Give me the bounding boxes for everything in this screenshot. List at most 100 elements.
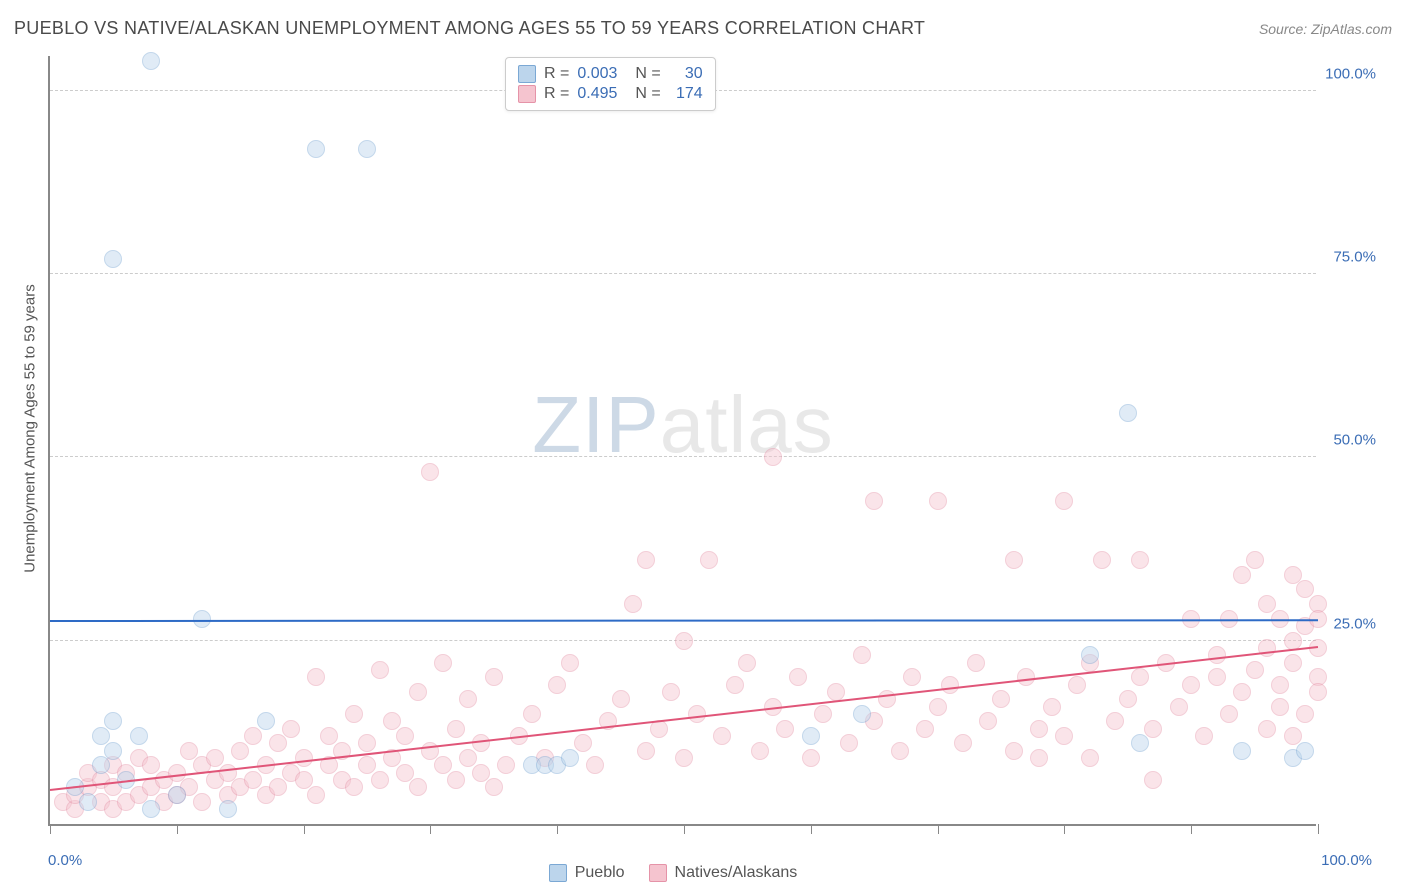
scatter-point (561, 749, 579, 767)
scatter-point (574, 734, 592, 752)
y-tick-label: 50.0% (1333, 432, 1376, 449)
scatter-point (624, 595, 642, 613)
gridline (50, 456, 1316, 457)
scatter-point (1233, 742, 1251, 760)
scatter-point (853, 705, 871, 723)
scatter-point (92, 727, 110, 745)
scatter-point (954, 734, 972, 752)
scatter-point (142, 52, 160, 70)
scatter-point (903, 668, 921, 686)
scatter-point (1055, 492, 1073, 510)
scatter-point (472, 734, 490, 752)
legend-row-2: R = 0.495 N = 174 (518, 84, 703, 104)
scatter-point (269, 734, 287, 752)
scatter-point (1246, 661, 1264, 679)
scatter-point (142, 756, 160, 774)
scatter-point (1258, 720, 1276, 738)
scatter-point (1030, 720, 1048, 738)
scatter-point (307, 140, 325, 158)
scatter-point (916, 720, 934, 738)
scatter-point (548, 676, 566, 694)
scatter-point (320, 727, 338, 745)
legend-swatch-1 (518, 65, 536, 83)
legend-r-value-2: 0.495 (577, 85, 627, 103)
scatter-point (434, 654, 452, 672)
scatter-point (1106, 712, 1124, 730)
trend-line (50, 620, 1318, 623)
scatter-point (1119, 690, 1137, 708)
legend-n-label-2: N = (635, 85, 660, 103)
bottom-legend-label-2: Natives/Alaskans (675, 864, 798, 882)
scatter-point (1296, 742, 1314, 760)
scatter-point (827, 683, 845, 701)
scatter-point (1208, 668, 1226, 686)
scatter-point (104, 250, 122, 268)
bottom-legend-item-2: Natives/Alaskans (649, 864, 798, 882)
scatter-point (941, 676, 959, 694)
scatter-point (726, 676, 744, 694)
scatter-point (802, 749, 820, 767)
scatter-point (383, 712, 401, 730)
scatter-point (219, 800, 237, 818)
scatter-point (1081, 646, 1099, 664)
scatter-point (231, 742, 249, 760)
legend-r-value-1: 0.003 (577, 65, 627, 83)
y-tick-label: 25.0% (1333, 615, 1376, 632)
scatter-point (523, 705, 541, 723)
bottom-legend-label-1: Pueblo (575, 864, 625, 882)
legend-n-value-1: 30 (669, 65, 703, 83)
scatter-point (421, 463, 439, 481)
scatter-point (1055, 727, 1073, 745)
scatter-point (891, 742, 909, 760)
scatter-point (612, 690, 630, 708)
scatter-point (282, 720, 300, 738)
x-tick (1318, 824, 1319, 834)
scatter-point (789, 668, 807, 686)
bottom-legend-swatch-1 (549, 864, 567, 882)
scatter-point (1271, 698, 1289, 716)
scatter-point (1043, 698, 1061, 716)
scatter-point (485, 668, 503, 686)
scatter-point (1195, 727, 1213, 745)
scatter-point (79, 793, 97, 811)
y-tick-label: 100.0% (1325, 65, 1376, 82)
scatter-point (992, 690, 1010, 708)
scatter-point (662, 683, 680, 701)
scatter-point (472, 764, 490, 782)
bottom-legend-item-1: Pueblo (549, 864, 625, 882)
x-tick (177, 824, 178, 834)
legend-n-value-2: 174 (669, 85, 703, 103)
scatter-point (561, 654, 579, 672)
gridline (50, 273, 1316, 274)
scatter-point (713, 727, 731, 745)
scatter-point (409, 683, 427, 701)
scatter-point (396, 727, 414, 745)
scatter-point (193, 793, 211, 811)
scatter-point (307, 786, 325, 804)
scatter-point (396, 764, 414, 782)
scatter-point (244, 727, 262, 745)
scatter-point (180, 742, 198, 760)
x-tick (304, 824, 305, 834)
scatter-point (219, 764, 237, 782)
scatter-point (929, 492, 947, 510)
scatter-point (1030, 749, 1048, 767)
legend-n-label-1: N = (635, 65, 660, 83)
scatter-point (104, 712, 122, 730)
scatter-point (1233, 566, 1251, 584)
scatter-point (295, 771, 313, 789)
watermark-zip: ZIP (532, 380, 659, 469)
scatter-point (929, 698, 947, 716)
scatter-point (307, 668, 325, 686)
x-tick (50, 824, 51, 834)
scatter-point (358, 756, 376, 774)
scatter-point (700, 551, 718, 569)
scatter-point (1296, 580, 1314, 598)
scatter-point (269, 778, 287, 796)
bottom-legend: Pueblo Natives/Alaskans (0, 864, 1346, 882)
scatter-point (206, 749, 224, 767)
x-tick (811, 824, 812, 834)
scatter-point (1081, 749, 1099, 767)
trend-line (50, 646, 1318, 791)
scatter-point (675, 749, 693, 767)
